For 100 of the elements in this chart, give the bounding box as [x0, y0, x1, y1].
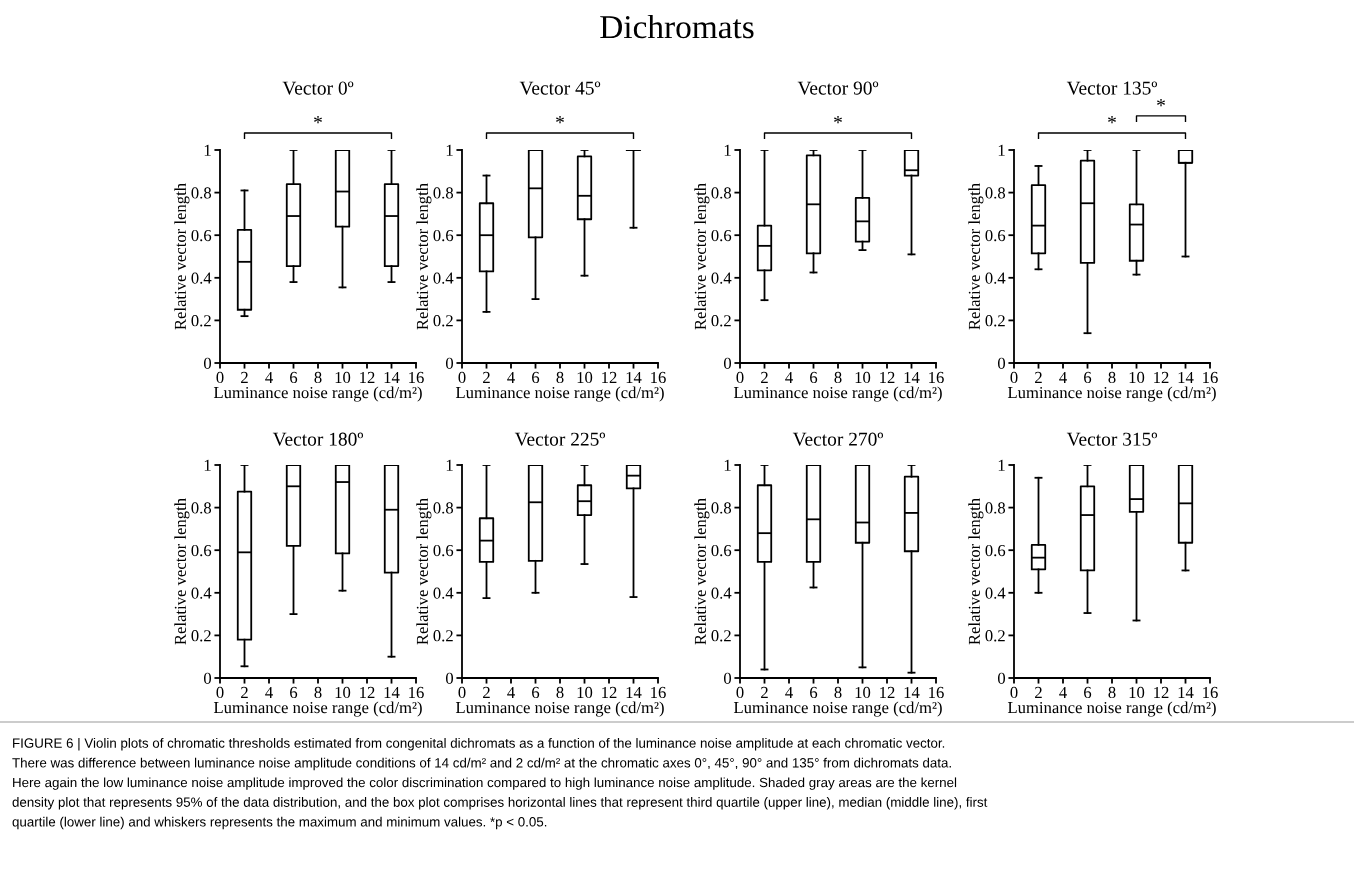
- x-tick-label: 4: [265, 371, 273, 383]
- x-tick-label: 12: [1154, 686, 1169, 698]
- y-tick-label: 0: [445, 357, 454, 369]
- x-tick-label: 10: [855, 686, 871, 699]
- x-tick-label: 2: [1035, 686, 1042, 698]
- x-tick-label: 4: [507, 686, 515, 698]
- x-tick-label: 16: [409, 371, 424, 384]
- x-tick-label: 0: [458, 371, 466, 384]
- x-tick-label: 6: [1084, 686, 1092, 699]
- x-tick-label: 6: [810, 371, 818, 384]
- x-tick-label: 2: [241, 371, 248, 383]
- x-tick-label: 4: [1059, 686, 1067, 698]
- y-tick-label: 0.6: [433, 544, 454, 557]
- x-tick-label: 8: [834, 686, 842, 699]
- y-tick-label: 0.2: [711, 630, 731, 642]
- chart-title: Vector 270º: [792, 432, 884, 446]
- y-tick-label: 0.4: [985, 587, 1006, 599]
- x-tick-label: 16: [929, 686, 944, 699]
- y-tick-label: 1: [724, 144, 731, 156]
- y-tick-label: 0.2: [433, 315, 453, 327]
- y-axis-title: Relative vector length: [968, 183, 984, 330]
- y-tick-label: 0.4: [191, 587, 212, 599]
- y-tick-label: 0: [445, 672, 454, 684]
- x-tick-label: 14: [384, 371, 400, 383]
- y-axis-title: Relative vector length: [416, 498, 432, 645]
- x-tick-label: 0: [216, 371, 224, 384]
- y-tick-label: 0.6: [985, 229, 1006, 242]
- y-tick-label: 0.6: [711, 544, 732, 557]
- x-tick-label: 2: [241, 686, 248, 698]
- x-tick-label: 14: [626, 371, 642, 383]
- x-tick-label: 12: [602, 686, 617, 698]
- x-tick-label: 12: [360, 371, 375, 383]
- y-tick-label: 1: [446, 144, 453, 156]
- y-tick-label: 0.4: [711, 272, 732, 284]
- y-tick-label: 0.2: [985, 315, 1005, 327]
- x-tick-label: 12: [880, 686, 895, 698]
- x-tick-label: 12: [360, 686, 375, 698]
- x-tick-label: 14: [904, 686, 920, 698]
- text: *: [1108, 116, 1116, 124]
- x-tick-label: 12: [602, 371, 617, 383]
- x-tick-label: 16: [651, 686, 666, 699]
- x-tick-label: 8: [556, 686, 564, 699]
- y-tick-label: 0.8: [985, 502, 1006, 514]
- y-axis-title: Relative vector length: [968, 498, 984, 645]
- y-tick-label: 0: [997, 672, 1006, 684]
- x-tick-label: 16: [409, 686, 424, 699]
- chart-title: Vector 0º: [282, 81, 354, 95]
- x-tick-label: 10: [1129, 371, 1145, 384]
- y-tick-label: 1: [998, 459, 1005, 471]
- y-tick-label: 0.4: [433, 587, 454, 599]
- y-axis-title: Relative vector length: [416, 183, 432, 330]
- y-tick-label: 0.2: [191, 315, 211, 327]
- x-tick-label: 6: [290, 686, 298, 699]
- x-tick-label: 0: [736, 686, 744, 699]
- y-tick-label: 1: [998, 144, 1005, 156]
- text: *: [1157, 99, 1165, 107]
- y-tick-label: 0.8: [433, 187, 454, 199]
- x-tick-label: 14: [904, 371, 920, 383]
- y-tick-label: 0.6: [191, 544, 212, 557]
- x-tick-label: 14: [1178, 371, 1194, 383]
- y-tick-label: 0.8: [433, 502, 454, 514]
- x-tick-label: 8: [314, 686, 322, 699]
- chart-title: Vector 90º: [797, 81, 879, 95]
- x-tick-label: 8: [1108, 686, 1116, 699]
- x-tick-label: 4: [785, 686, 793, 698]
- x-tick-label: 14: [384, 686, 400, 698]
- y-tick-label: 0.4: [985, 272, 1006, 284]
- y-tick-label: 0.8: [711, 502, 732, 514]
- y-tick-label: 0.8: [191, 187, 212, 199]
- x-tick-label: 12: [1154, 371, 1169, 383]
- x-tick-label: 6: [290, 371, 298, 384]
- y-tick-label: 0: [203, 357, 212, 369]
- y-tick-label: 1: [446, 459, 453, 471]
- text: *: [314, 116, 322, 124]
- text: *: [834, 116, 842, 124]
- x-tick-label: 16: [651, 371, 666, 384]
- y-tick-label: 0.4: [191, 272, 212, 284]
- x-tick-label: 4: [265, 686, 273, 698]
- chart-title: Vector 135º: [1066, 81, 1158, 95]
- chart-title: Vector 45º: [519, 81, 601, 95]
- x-tick-label: 0: [216, 686, 224, 699]
- x-tick-label: 6: [532, 686, 540, 699]
- y-axis-title: Relative vector length: [174, 183, 190, 330]
- x-tick-label: 4: [1059, 371, 1067, 383]
- chart-title: Vector 180º: [272, 432, 364, 446]
- x-tick-label: 2: [483, 371, 490, 383]
- y-axis-title: Relative vector length: [694, 183, 710, 330]
- y-tick-label: 0.8: [191, 502, 212, 514]
- x-tick-label: 14: [1178, 686, 1194, 698]
- x-tick-label: 8: [314, 371, 322, 384]
- x-tick-label: 0: [458, 686, 466, 699]
- x-tick-label: 12: [880, 371, 895, 383]
- x-tick-label: 16: [1203, 371, 1218, 384]
- x-tick-label: 4: [785, 371, 793, 383]
- x-tick-label: 6: [532, 371, 540, 384]
- y-tick-label: 0.2: [191, 630, 211, 642]
- x-tick-label: 2: [761, 371, 768, 383]
- x-axis-title: Luminance noise range (cd/m²): [213, 386, 422, 402]
- chart-title: Vector 315º: [1066, 432, 1158, 446]
- y-tick-label: 0: [723, 357, 732, 369]
